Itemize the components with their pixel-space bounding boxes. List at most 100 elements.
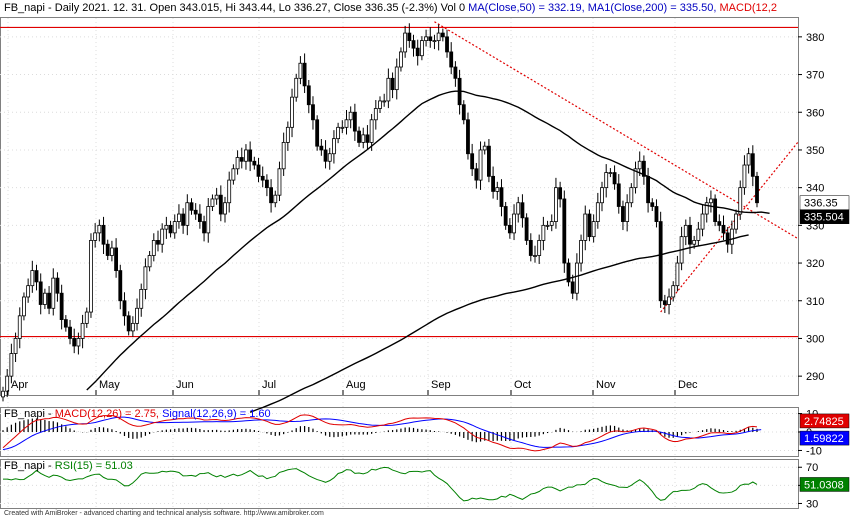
candle-body — [93, 232, 98, 241]
ma-value-badge-text: 335.504 — [804, 212, 844, 224]
candle-body — [692, 240, 697, 245]
candle-body — [466, 119, 470, 155]
candle-body — [55, 277, 60, 294]
candle-body — [101, 224, 106, 245]
candle-body — [734, 213, 738, 230]
price-tick-label: 350 — [806, 145, 824, 157]
candle-body — [277, 168, 282, 196]
ma50-line — [86, 90, 770, 391]
candle-body — [533, 255, 537, 257]
month-label: Sep — [431, 379, 451, 391]
candle-body — [336, 126, 341, 140]
ma-value-badge: 335.504 — [799, 209, 850, 224]
candle-body — [302, 62, 307, 87]
candle-body — [407, 32, 412, 42]
macd-value-badge-bg — [799, 413, 850, 429]
candle-body — [42, 292, 47, 305]
candle-body — [641, 160, 646, 177]
candle-body — [30, 270, 35, 287]
candle-body — [47, 292, 51, 309]
candle-body — [122, 300, 127, 317]
macd-pane-frame — [0, 407, 799, 457]
ma50-legend: MA(Close,50) = 332.19, — [468, 2, 585, 14]
candle-body — [629, 187, 634, 204]
candle-body — [499, 187, 504, 207]
candle-body — [340, 126, 345, 129]
candle-body — [181, 213, 186, 226]
rsi-tick-label: 30 — [806, 498, 818, 510]
candle-body — [478, 149, 483, 181]
price-tick-label: 360 — [806, 107, 824, 119]
candle-body — [59, 292, 64, 320]
rsi-value-badge-bg — [799, 477, 850, 492]
candle-body — [76, 338, 81, 347]
rsi-symbol: FB_napi - — [4, 460, 55, 472]
candle-body — [595, 202, 600, 222]
candle-body — [273, 194, 278, 204]
candle-body — [151, 240, 156, 256]
candle-body — [491, 175, 496, 192]
candle-body — [729, 228, 734, 245]
candle-body — [662, 300, 667, 305]
candle-body — [495, 187, 500, 192]
candle-body — [185, 202, 190, 226]
candle-body — [298, 62, 303, 79]
candle-body — [428, 36, 433, 42]
month-label: Nov — [596, 379, 616, 391]
candle-body — [704, 202, 709, 215]
candle-body — [633, 168, 638, 189]
price-pane-frame — [0, 17, 799, 396]
macd-value-badge: 2.74825 — [799, 413, 850, 429]
candle-body — [231, 168, 236, 181]
candle-body — [202, 221, 206, 234]
candle-body — [147, 255, 152, 268]
rsi-tick-label: 70 — [806, 462, 818, 474]
candle-body — [218, 194, 223, 215]
candle-body — [390, 77, 395, 91]
candle-body — [22, 296, 26, 317]
candle-body — [130, 322, 135, 332]
month-label: Jul — [262, 379, 276, 391]
candle-body — [449, 51, 454, 68]
candle-body — [721, 224, 726, 234]
macd-pane-title: FB_napi - MACD(12,26) = 2.75, Signal(12,… — [4, 408, 271, 420]
candle-body — [118, 270, 123, 302]
candle-body — [415, 47, 420, 57]
trendline — [660, 141, 799, 313]
candle-body — [311, 104, 315, 121]
price-tick-label: 300 — [806, 333, 824, 345]
candle-body — [520, 202, 525, 219]
candle-body — [193, 209, 198, 215]
candle-body — [260, 175, 265, 181]
candle-body — [248, 149, 253, 162]
month-label: May — [99, 379, 120, 391]
candle-body — [419, 40, 424, 57]
candle-body — [164, 224, 169, 230]
candle-body — [474, 168, 479, 181]
candle-body — [97, 224, 102, 234]
candle-body — [524, 217, 529, 241]
candle-body — [608, 172, 613, 174]
month-label: Aug — [346, 379, 366, 391]
price-tick-label: 340 — [806, 183, 824, 195]
candle-body — [612, 172, 617, 185]
macd-cut-legend: MACD(12,2 — [719, 2, 777, 14]
candle-body — [512, 213, 516, 234]
candle-body — [604, 172, 609, 189]
candle-body — [9, 353, 14, 377]
macd-value-badge-text: 2.74825 — [804, 416, 844, 428]
candle-body — [654, 206, 659, 222]
ma200-legend: MA1(Close,200) = 335.50, — [587, 2, 717, 14]
candle-body — [503, 206, 508, 226]
candle-body — [528, 240, 533, 256]
candle-body — [399, 51, 403, 68]
candle-body — [541, 224, 546, 241]
candle-body — [579, 240, 583, 264]
candle-body — [285, 126, 290, 143]
candle-body — [566, 262, 571, 283]
candle-body — [671, 285, 676, 298]
candle-body — [424, 36, 428, 42]
price-symbol: FB_napi - Daily 2021. 12. 31. — [4, 2, 147, 14]
candle-body — [210, 198, 215, 207]
candle-body — [110, 247, 114, 256]
